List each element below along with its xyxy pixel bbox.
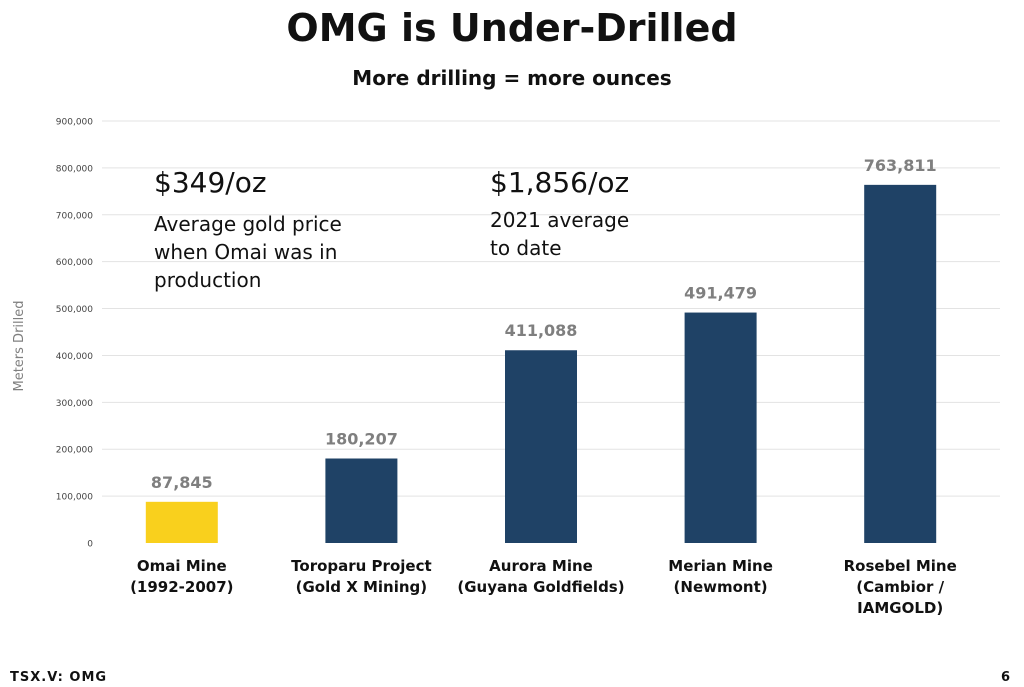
x-tick-label: Aurora Mine (489, 557, 593, 575)
page-number: 6 (1000, 670, 1010, 685)
data-label: 411,088 (505, 321, 578, 340)
y-tick-label: 500,000 (56, 305, 93, 315)
bar (145, 501, 218, 543)
footer-ticker: TSX.V: OMG (10, 670, 108, 685)
y-tick-label: 800,000 (56, 164, 93, 174)
data-label: 180,207 (325, 430, 398, 449)
y-tick-label: 100,000 (56, 493, 93, 503)
slide-subtitle: More drilling = more ounces (352, 66, 672, 90)
y-tick-label: 600,000 (56, 258, 93, 268)
x-tick-label: (Guyana Goldfields) (457, 578, 624, 596)
bar (325, 458, 398, 543)
y-tick-label: 0 (87, 540, 93, 550)
x-tick-label: (Newmont) (674, 578, 768, 596)
y-tick-label: 700,000 (56, 211, 93, 221)
current-gold-price-note: 2021 average to date (490, 208, 630, 260)
data-label: 763,811 (864, 156, 937, 175)
x-tick-label: Rosebel Mine (844, 557, 957, 575)
bar (864, 184, 937, 543)
bar-chart: 0 100,000 200,000 300,000 400,000 500,000 600,… (12, 118, 1000, 617)
slide-title: OMG is Under-Drilled (286, 6, 738, 50)
x-tick-label: Toroparu Project (291, 557, 431, 575)
x-tick-label: (Gold X Mining) (296, 578, 428, 596)
x-tick-label: Merian Mine (668, 557, 773, 575)
y-tick-label: 300,000 (56, 399, 93, 409)
x-tick-label: (1992-2007) (130, 578, 233, 596)
omai-gold-price-note: Average gold price when Omai was in prod… (154, 212, 342, 292)
x-tick-label: IAMGOLD) (857, 599, 943, 617)
data-label: 491,479 (684, 284, 757, 303)
y-tick-label: 400,000 (56, 352, 93, 362)
x-tick-label: Omai Mine (137, 557, 227, 575)
current-gold-price: $1,856/oz (490, 166, 630, 199)
y-tick-label: 200,000 (56, 446, 93, 456)
bar (684, 312, 757, 543)
omai-gold-price: $349/oz (154, 166, 267, 199)
y-axis-label: Meters Drilled (12, 301, 27, 392)
bar (505, 350, 577, 543)
x-tick-label: (Cambior / (856, 578, 944, 596)
y-tick-label: 900,000 (56, 118, 93, 128)
data-label: 87,845 (151, 473, 213, 492)
